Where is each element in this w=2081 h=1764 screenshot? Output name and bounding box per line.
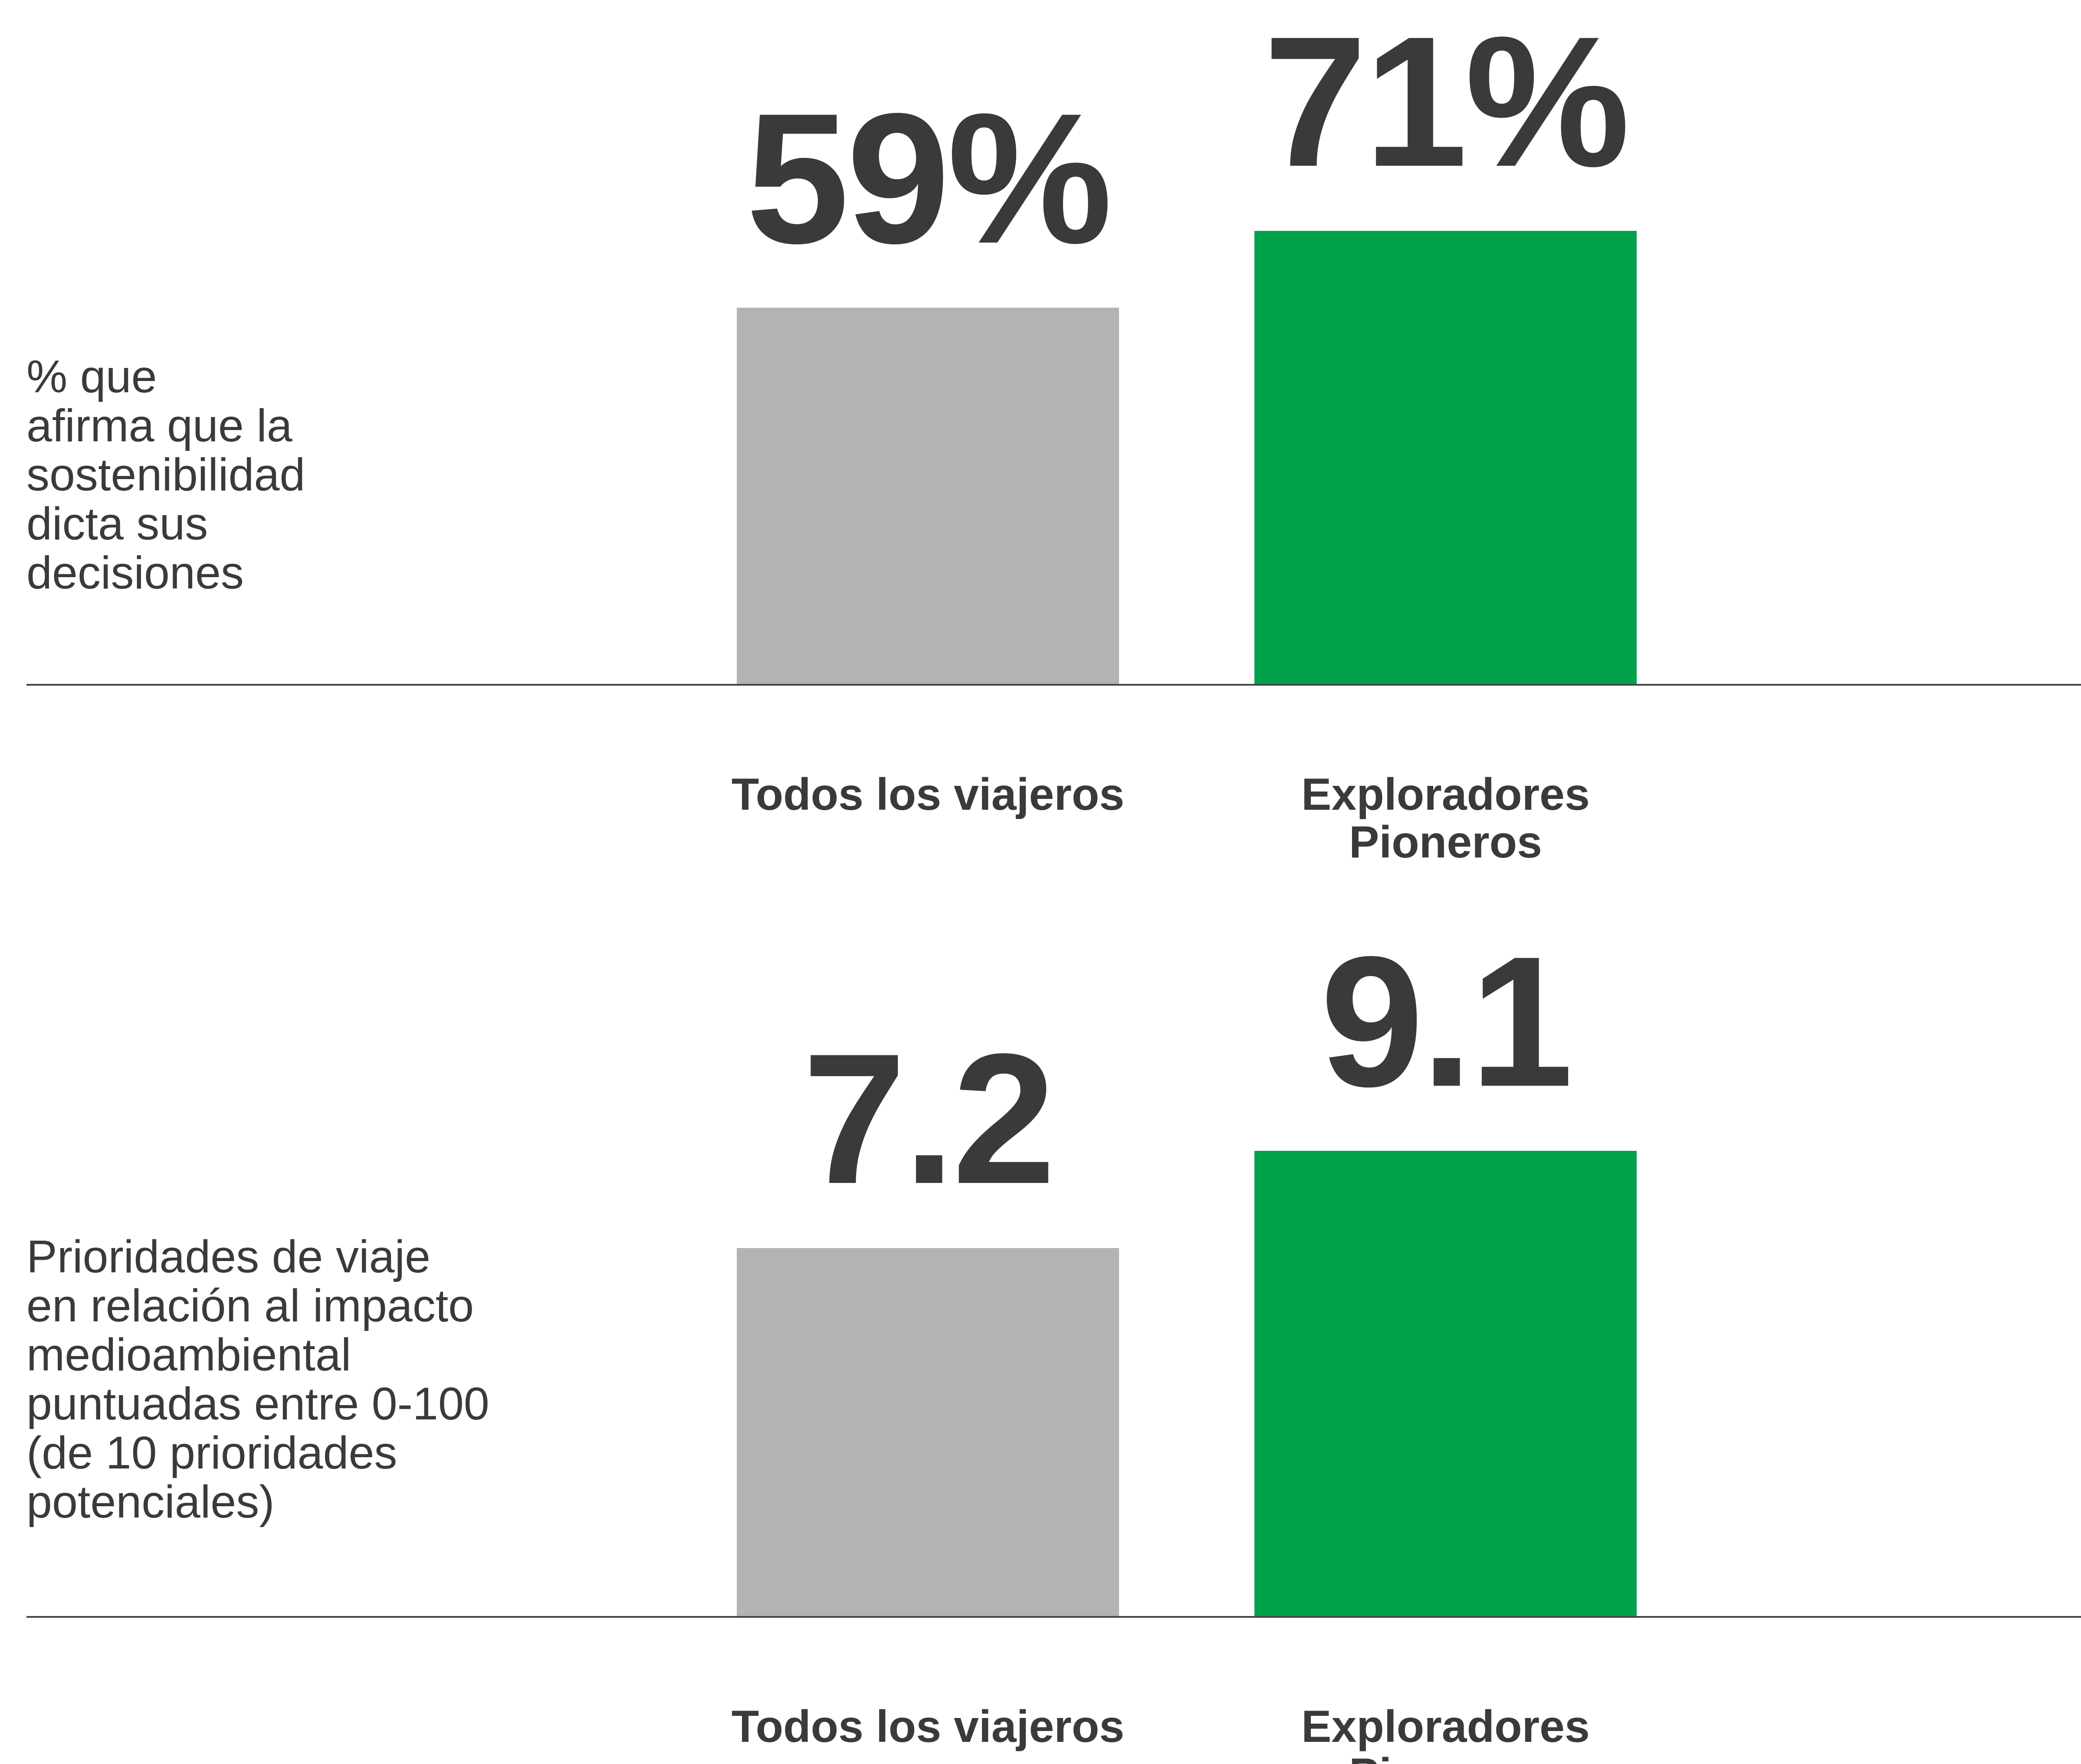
bar (1254, 1151, 1637, 1617)
category-label: Todos los viajeros (731, 1702, 1125, 1752)
value-label: 7.2 (803, 1015, 1056, 1223)
category-label: Todos los viajeros (731, 769, 1125, 820)
axis-line (26, 1616, 2081, 1618)
value-label: 59% (746, 74, 1113, 282)
value-label: 9.1 (1320, 918, 1573, 1125)
y-label: Prioridades de viaje en relación al impa… (26, 1231, 489, 1527)
category-label: Exploradores Pioneros (1301, 769, 1590, 867)
bar (737, 307, 1119, 685)
bar (1254, 231, 1637, 685)
category-label: Exploradores Pioneros (1301, 1702, 1590, 1764)
y-label: % que afirma que la sostenibilidad dicta… (26, 351, 305, 598)
axis-line (26, 684, 2081, 686)
value-label: 71% (1264, 0, 1630, 205)
bar (737, 1248, 1119, 1617)
